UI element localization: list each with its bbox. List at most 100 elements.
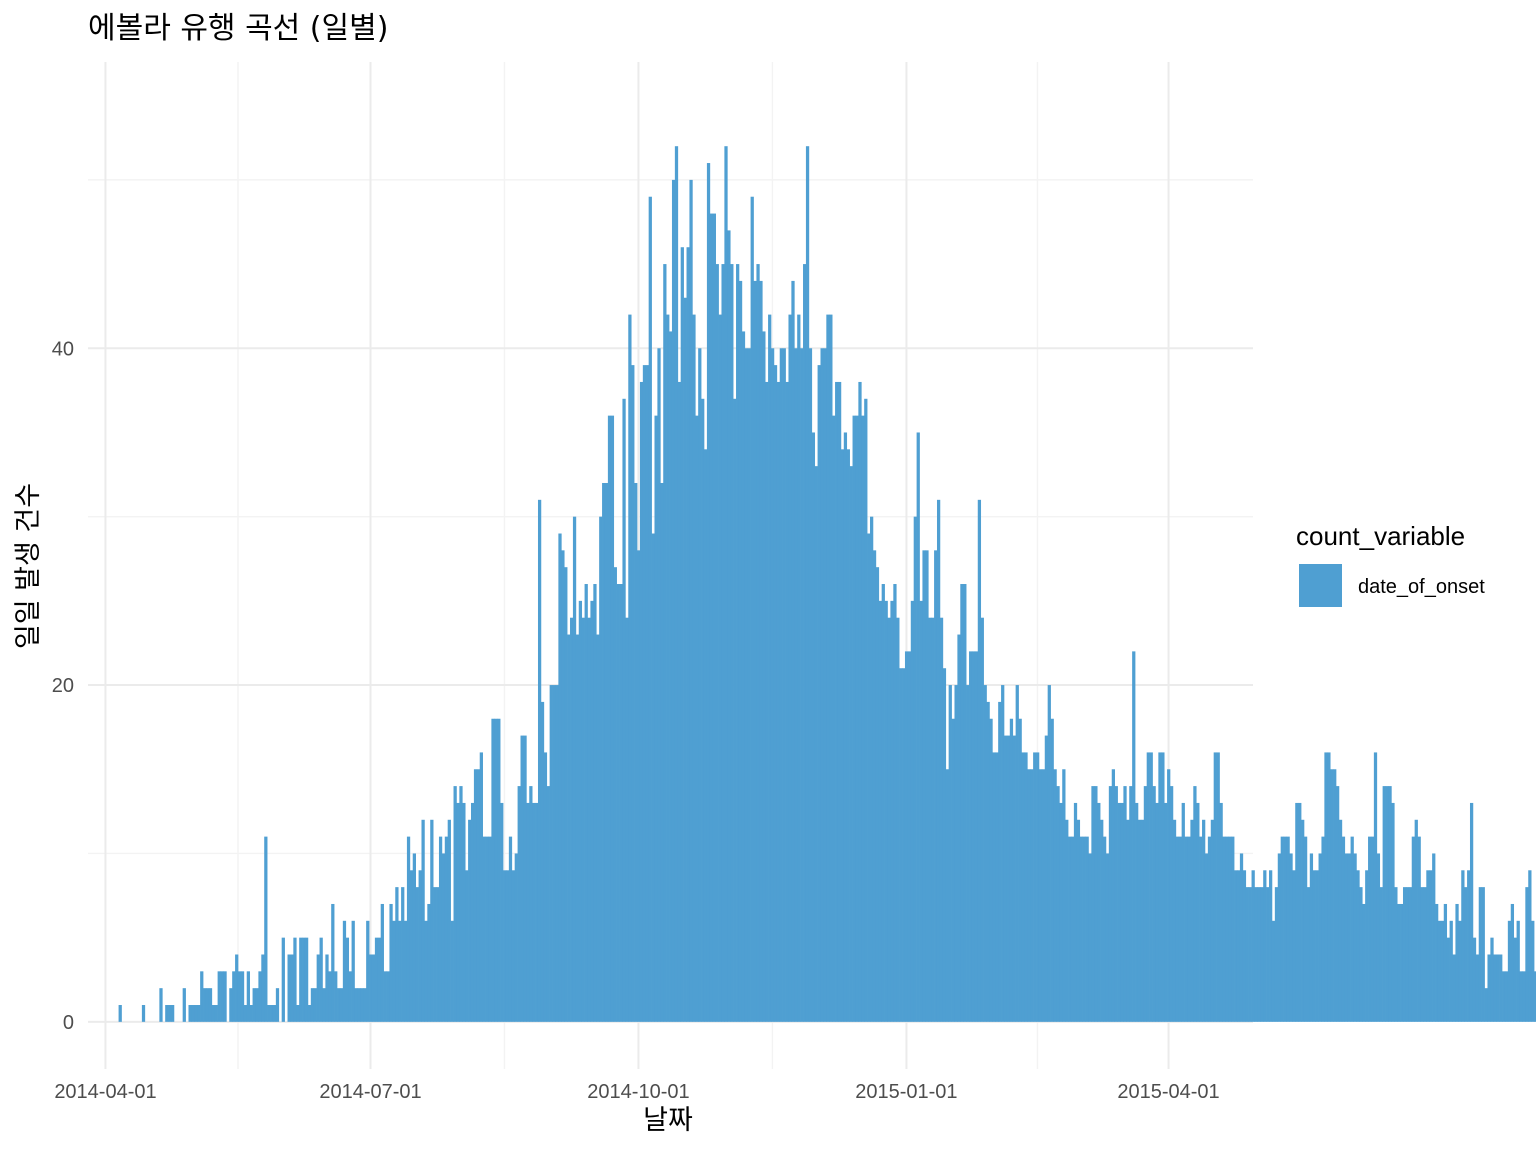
bar [1236, 870, 1241, 1022]
bar [791, 280, 795, 1022]
bar [660, 482, 664, 1022]
bar [302, 937, 306, 1022]
bar [1376, 853, 1381, 1022]
bar [453, 786, 457, 1022]
bar [470, 802, 475, 1022]
bar [1452, 954, 1456, 1022]
bar [966, 685, 970, 1022]
bar [1193, 786, 1197, 1022]
bar [599, 516, 603, 1022]
bar [1204, 853, 1209, 1022]
bar [1257, 887, 1261, 1022]
bar [328, 971, 332, 1022]
bar [835, 381, 839, 1022]
bar [1455, 903, 1459, 1022]
bar [931, 617, 935, 1022]
bar [954, 685, 958, 1022]
bar [421, 819, 425, 1022]
bar [459, 786, 463, 1022]
bar [1481, 887, 1485, 1022]
bar [1065, 819, 1069, 1022]
bar [1059, 802, 1063, 1022]
bar [331, 903, 335, 1022]
bar [1053, 769, 1057, 1022]
legend-key-date-of-onset [1299, 564, 1342, 607]
bar [969, 651, 973, 1022]
bar [214, 1005, 218, 1022]
bar [625, 617, 629, 1022]
bar [727, 230, 731, 1022]
bar [1094, 786, 1098, 1022]
bar [1373, 752, 1378, 1022]
bar [1091, 786, 1095, 1022]
bar [721, 264, 725, 1022]
bar [762, 331, 766, 1022]
bar [1496, 954, 1500, 1022]
bar [1443, 903, 1448, 1022]
bar [1158, 752, 1162, 1022]
bar [904, 651, 909, 1022]
bar [1100, 819, 1104, 1022]
bar [310, 988, 315, 1022]
bar [1213, 752, 1217, 1022]
bar [462, 802, 466, 1022]
bar [1365, 870, 1369, 1022]
bar [1298, 802, 1302, 1022]
bar [1260, 887, 1264, 1022]
bar [1199, 836, 1203, 1022]
bar [272, 1005, 277, 1022]
bar [208, 988, 213, 1022]
bar [229, 988, 233, 1022]
bar [1303, 836, 1308, 1022]
bar [1056, 786, 1060, 1022]
bar [141, 1005, 146, 1022]
x-tick-label: 2015-04-01 [1117, 1081, 1219, 1103]
bar [546, 786, 550, 1022]
bar [476, 769, 481, 1022]
bar [118, 1005, 122, 1022]
bar [1111, 769, 1115, 1022]
bar [808, 348, 813, 1022]
bar [1283, 836, 1287, 1022]
bar [607, 415, 612, 1022]
bar [246, 971, 250, 1022]
bar [770, 348, 775, 1022]
bar [424, 920, 428, 1022]
bar [1126, 819, 1130, 1022]
bar [1359, 887, 1363, 1022]
bar [418, 870, 422, 1022]
bar [491, 718, 495, 1022]
bar [631, 365, 635, 1022]
bar [1405, 887, 1410, 1022]
bar [596, 634, 600, 1022]
bar [797, 314, 801, 1022]
bar [1038, 769, 1043, 1022]
x-axis-title: 날짜 [643, 1105, 693, 1136]
bar [820, 348, 824, 1022]
bar [444, 836, 449, 1022]
bar [1493, 954, 1497, 1022]
bar [637, 550, 641, 1022]
bar [1245, 887, 1249, 1022]
bar [939, 617, 944, 1022]
bar [316, 954, 320, 1022]
bar [409, 870, 414, 1022]
bar [267, 1005, 271, 1022]
bar [1132, 651, 1136, 1022]
bar [671, 179, 676, 1022]
bar [1143, 786, 1148, 1022]
legend: count_variable date_of_onset [1296, 521, 1485, 607]
bar [500, 802, 504, 1022]
bar [884, 600, 888, 1022]
bar [255, 988, 259, 1022]
bar [1146, 752, 1150, 1022]
bar [942, 668, 947, 1022]
bar [1129, 786, 1133, 1022]
bar [220, 971, 224, 1022]
bars [118, 146, 1536, 1022]
bar [741, 331, 746, 1022]
bar [1082, 836, 1086, 1022]
bar [1169, 786, 1174, 1022]
y-tick-label: 20 [52, 675, 74, 697]
bar [1318, 853, 1322, 1022]
